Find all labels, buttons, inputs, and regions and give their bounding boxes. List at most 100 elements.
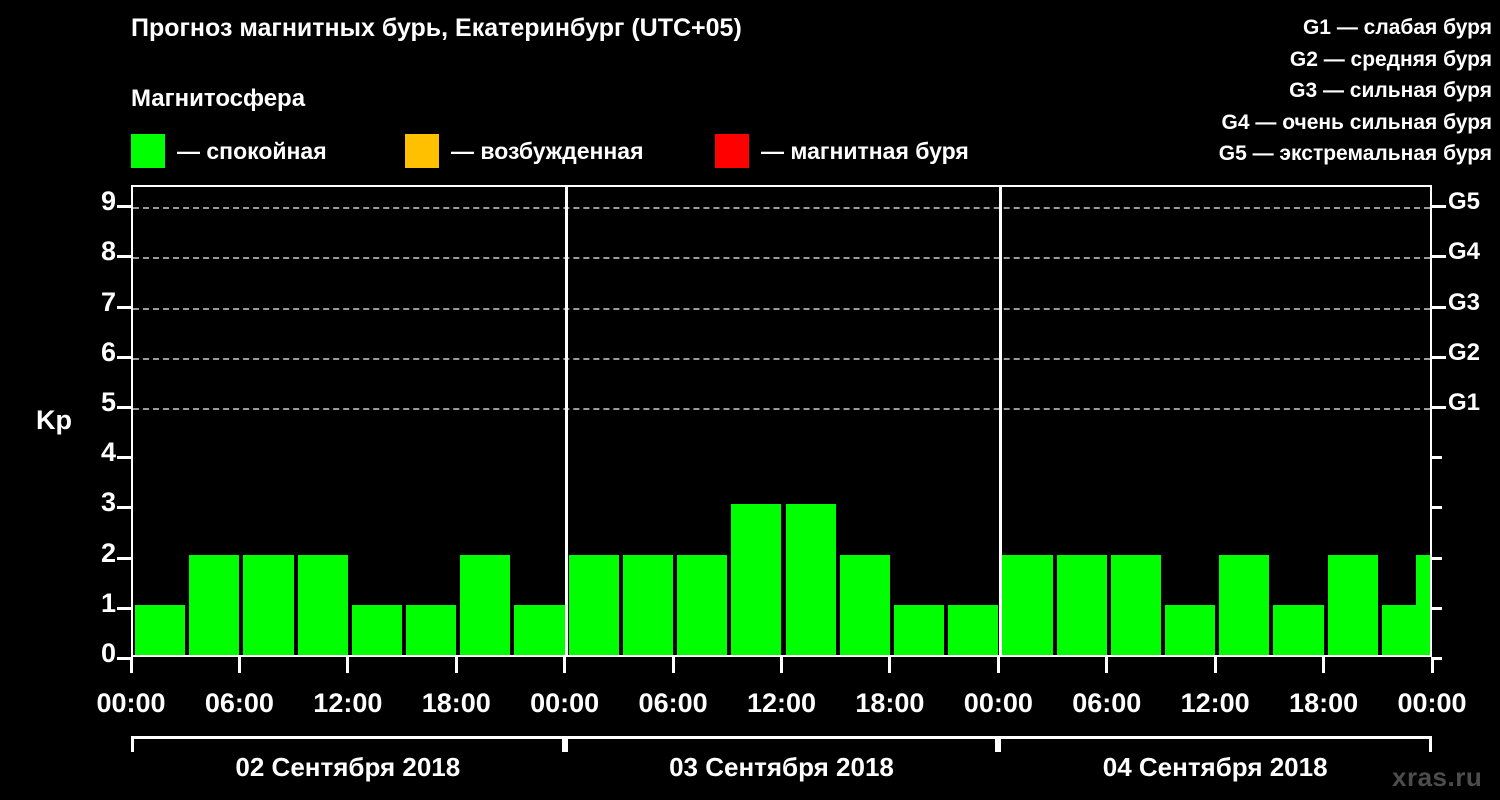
day-separator — [998, 187, 1002, 655]
g-scale-code-g2: G2 — [1289, 47, 1318, 71]
x-axis-tick — [1213, 657, 1217, 673]
g-axis-minor-tick — [1432, 205, 1442, 209]
x-axis-tick-label: 00:00 — [963, 688, 1033, 718]
x-axis-tick — [996, 657, 1000, 673]
x-axis-tick — [671, 657, 675, 673]
y-axis-title: Kp — [36, 405, 72, 435]
g-scale-text-g1: — слабая буря — [1330, 16, 1492, 39]
x-axis-tick-label: 18:00 — [855, 688, 925, 718]
g-scale-code-g3: G3 — [1289, 79, 1318, 102]
y-axis-tick — [117, 456, 131, 460]
y-axis-tick-label: 8 — [100, 236, 116, 267]
legend-item-unsettled: — возбужденная — [405, 128, 644, 174]
bar — [677, 554, 728, 655]
x-axis-tick-label: 06:00 — [204, 688, 274, 718]
bar — [948, 604, 999, 655]
g-axis-minor-tick — [1432, 556, 1442, 560]
x-axis-tick-label: 12:00 — [1180, 688, 1250, 718]
legend-item-calm: — спокойная — [131, 128, 327, 174]
bar — [1056, 554, 1107, 655]
legend-label-calm: — спокойная — [177, 137, 327, 164]
y-axis-tick-label: 9 — [100, 186, 116, 217]
x-axis-tick — [1105, 657, 1109, 673]
bar — [189, 554, 240, 655]
x-axis-tick-label: 06:00 — [1072, 688, 1142, 718]
x-axis-tick — [346, 657, 350, 673]
gridline-kp-5 — [133, 407, 1430, 410]
bar — [514, 604, 565, 655]
g-axis-tick-label: G1 — [1448, 388, 1481, 416]
y-axis-tick-label: 5 — [100, 386, 116, 417]
bar — [1273, 604, 1324, 655]
g-axis-minor-tick — [1432, 405, 1442, 409]
y-axis-tick — [117, 255, 131, 259]
bar — [1002, 554, 1053, 655]
y-axis-tick — [117, 305, 131, 309]
gridline-kp-7 — [133, 307, 1430, 310]
bar — [1219, 554, 1270, 655]
g-scale-text-g5: — экстремальная буря — [1246, 142, 1492, 165]
gridline-kp-9 — [133, 207, 1430, 210]
legend-swatch-unsettled-icon — [405, 134, 439, 168]
date-label: 04 Сентября 2018 — [1102, 752, 1328, 782]
y-axis-tick — [117, 506, 131, 510]
g-scale-line-g3: G3 — сильная буря — [1072, 75, 1492, 107]
bar — [568, 554, 619, 655]
magnetosphere-heading: Магнитосфера — [131, 85, 306, 112]
date-bracket — [131, 736, 565, 752]
x-axis-tick — [454, 657, 458, 673]
g-axis-minor-tick — [1432, 657, 1442, 660]
kp-bar-chart-plot — [131, 185, 1432, 657]
y-axis-tick-label: 7 — [100, 286, 116, 317]
y-axis-tick — [117, 355, 131, 359]
date-label: 02 Сентября 2018 — [235, 752, 461, 782]
g-scale-text-g2: — средняя буря — [1317, 47, 1492, 71]
page-title: Прогноз магнитных бурь, Екатеринбург (UT… — [131, 14, 742, 42]
g-axis-tick-label: G2 — [1448, 338, 1481, 366]
g-axis-minor-tick — [1432, 255, 1442, 259]
g-scale-code-g1: G1 — [1302, 16, 1331, 39]
magnetosphere-legend: — спокойная — возбужденная — магнитная бур… — [131, 128, 1051, 174]
bar — [731, 504, 782, 655]
g-axis-minor-tick — [1432, 305, 1442, 309]
y-axis-tick-label: 6 — [100, 336, 116, 367]
gridline-kp-8 — [133, 257, 1430, 260]
x-axis-tick-label: 06:00 — [638, 688, 708, 718]
bar — [351, 604, 403, 655]
y-axis-tick-label: 2 — [100, 537, 116, 568]
y-axis-tick — [117, 556, 131, 560]
x-axis-tick-label: 18:00 — [421, 688, 491, 718]
legend-item-storm: — магнитная буря — [715, 128, 969, 174]
g-scale-text-g4: — очень сильная буря — [1249, 110, 1492, 134]
bar — [839, 554, 890, 655]
x-axis-tick — [1322, 657, 1326, 673]
x-axis-tick-label: 12:00 — [313, 688, 383, 718]
bar — [1416, 554, 1430, 655]
g-axis-tick-label: G4 — [1448, 238, 1481, 266]
y-axis-tick — [117, 405, 131, 409]
g-scale-code-g5: G5 — [1218, 142, 1247, 165]
y-axis-tick-label: 4 — [100, 437, 116, 468]
x-axis-tick — [888, 657, 892, 673]
g-axis-minor-tick — [1432, 606, 1442, 610]
x-axis-tick-label: 00:00 — [1397, 688, 1467, 718]
g-axis-tick-label: G5 — [1448, 188, 1481, 216]
x-axis-tick — [1430, 657, 1434, 673]
x-axis-tick-label: 12:00 — [746, 688, 817, 718]
g-axis-minor-tick — [1432, 456, 1442, 460]
bar — [460, 554, 511, 655]
x-axis-tick-label: 00:00 — [96, 688, 166, 718]
bar — [406, 604, 457, 655]
x-axis-tick — [129, 657, 133, 673]
date-label: 03 Сентября 2018 — [669, 752, 894, 782]
bar — [243, 554, 294, 655]
watermark: xras.ru — [1392, 762, 1483, 792]
x-axis-tick — [563, 657, 567, 673]
bar — [1110, 554, 1161, 655]
y-axis-tick — [117, 657, 131, 660]
x-axis-tick-label: 00:00 — [530, 688, 600, 718]
bar — [135, 604, 186, 655]
g-scale-line-g2: G2 — средняя буря — [1072, 44, 1492, 76]
y-axis-tick-label: 1 — [100, 587, 116, 618]
bar — [893, 604, 945, 655]
